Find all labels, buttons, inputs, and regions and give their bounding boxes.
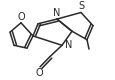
Text: S: S	[77, 1, 83, 11]
Text: N: N	[53, 8, 60, 18]
Text: O: O	[17, 12, 25, 22]
Text: N: N	[64, 40, 72, 50]
Text: O: O	[35, 68, 42, 78]
